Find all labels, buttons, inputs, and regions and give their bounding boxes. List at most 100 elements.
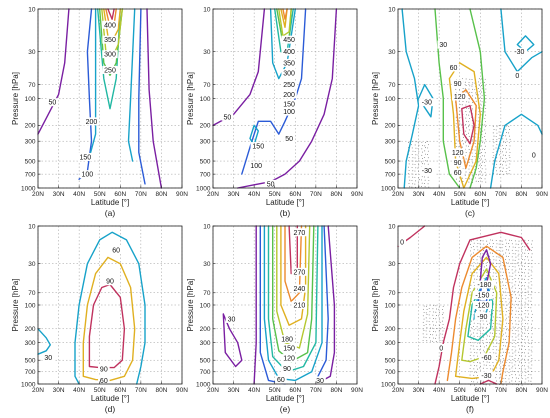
stipple-dot [477,349,479,351]
stipple-dot [531,339,533,341]
stipple-dot [518,291,519,293]
stipple-dot [492,252,493,254]
stipple-dot [511,269,513,271]
stipple-dot [505,148,507,150]
stipple-dot [505,262,507,264]
stipple-dot [465,78,467,80]
stipple-dot [531,284,533,286]
x-tick-label: 50N [454,191,466,198]
stipple-dot [530,263,532,265]
stipple-dot [473,361,475,363]
contour-label: -30 [422,100,432,107]
stipple-dot [412,170,414,172]
stipple-dot [479,370,481,372]
stipple-dot [515,377,517,379]
stipple-dot [455,129,457,131]
y-tick-label: 200 [200,326,211,333]
stipple-dot [501,381,503,383]
panel-5: 0 -180 -150 -120 -90 0 -60 -30 10 30 70 100 200 300 50… [371,223,548,414]
stipple-dot [478,168,479,169]
stipple-dot [514,357,516,359]
stipple-dot [478,84,480,86]
stipple-dot [496,329,498,331]
stipple-dot [470,271,472,273]
stipple-dot [482,130,484,132]
y-tick-label: 30 [388,261,396,268]
stipple-dot [527,359,529,361]
stipple-dot [515,323,517,325]
stipple-dot [496,342,498,344]
stipple-dot [469,255,471,257]
stipple-dot [496,349,498,351]
stipple-dot [418,177,420,179]
stipple-dot [481,152,483,153]
stipple-dot [530,343,532,345]
stipple-dot [468,108,470,110]
contour-label-bg [291,267,308,276]
stipple-dot [472,95,474,97]
stipple-dot [439,312,440,313]
stipple-dot [515,256,517,258]
stipple-dot [429,304,431,306]
stipple-dot [492,323,494,324]
stipple-dot [412,150,414,152]
contour-line [479,379,498,385]
stipple-dot [530,300,532,302]
stipple-dot [480,178,482,179]
x-axis-label: Latitude [°] [266,394,304,403]
stipple-dot [499,271,501,273]
stipple-dot [518,307,520,309]
stipple-dot [493,259,495,261]
contour-line [280,225,307,326]
stipple-dot [527,259,529,261]
contour-line [107,8,115,20]
stipple-dot [465,178,467,179]
x-tick-label: 70N [310,387,322,394]
stipple-dot [415,154,417,156]
stipple-dot [504,291,506,293]
stipple-dot [472,136,474,138]
stipple-dot [527,310,529,312]
stipple-dot [499,380,501,382]
stipple-dot [527,333,529,335]
stipple-dot [514,364,516,366]
stipple-dot [462,140,464,142]
stipple-dot [531,346,533,348]
stipple-dot [518,271,520,273]
stipple-dot [466,120,467,122]
contour-line [282,8,288,20]
stipple-dot [424,163,426,165]
contour-line [489,113,543,189]
stipple-dot [465,140,467,142]
stipple-dot [493,135,495,137]
stipple-dot [465,127,467,129]
stipple-dot [411,167,413,168]
stipple-dot [486,240,488,242]
stipple-dot [492,163,494,165]
stipple-dot [429,324,431,326]
contour-line [278,8,292,37]
stipple-dot [505,145,507,147]
stipple-dot [495,147,497,149]
y-tick-label: 1000 [381,185,396,192]
stipple-dot [502,243,504,245]
stipple-dot [521,249,523,251]
stipple-dot [472,108,473,110]
stipple-dot [509,301,511,303]
stipple-dot [505,288,507,290]
stipple-dot [521,255,523,257]
stipple-dot [473,249,475,251]
stipple-dot [423,176,425,178]
y-tick-label: 500 [385,158,396,165]
stipple-dot [530,349,532,351]
stipple-dot [475,139,477,141]
contour-line [82,256,136,382]
stipple-dot [499,361,501,363]
stipple-dot [502,348,504,350]
stipple-dot [468,149,470,150]
stipple-dot [469,268,471,270]
contour-line [269,8,296,80]
x-tick-label: 50N [94,191,106,198]
stipple-dot [411,180,413,181]
stipple-dot [502,377,504,379]
